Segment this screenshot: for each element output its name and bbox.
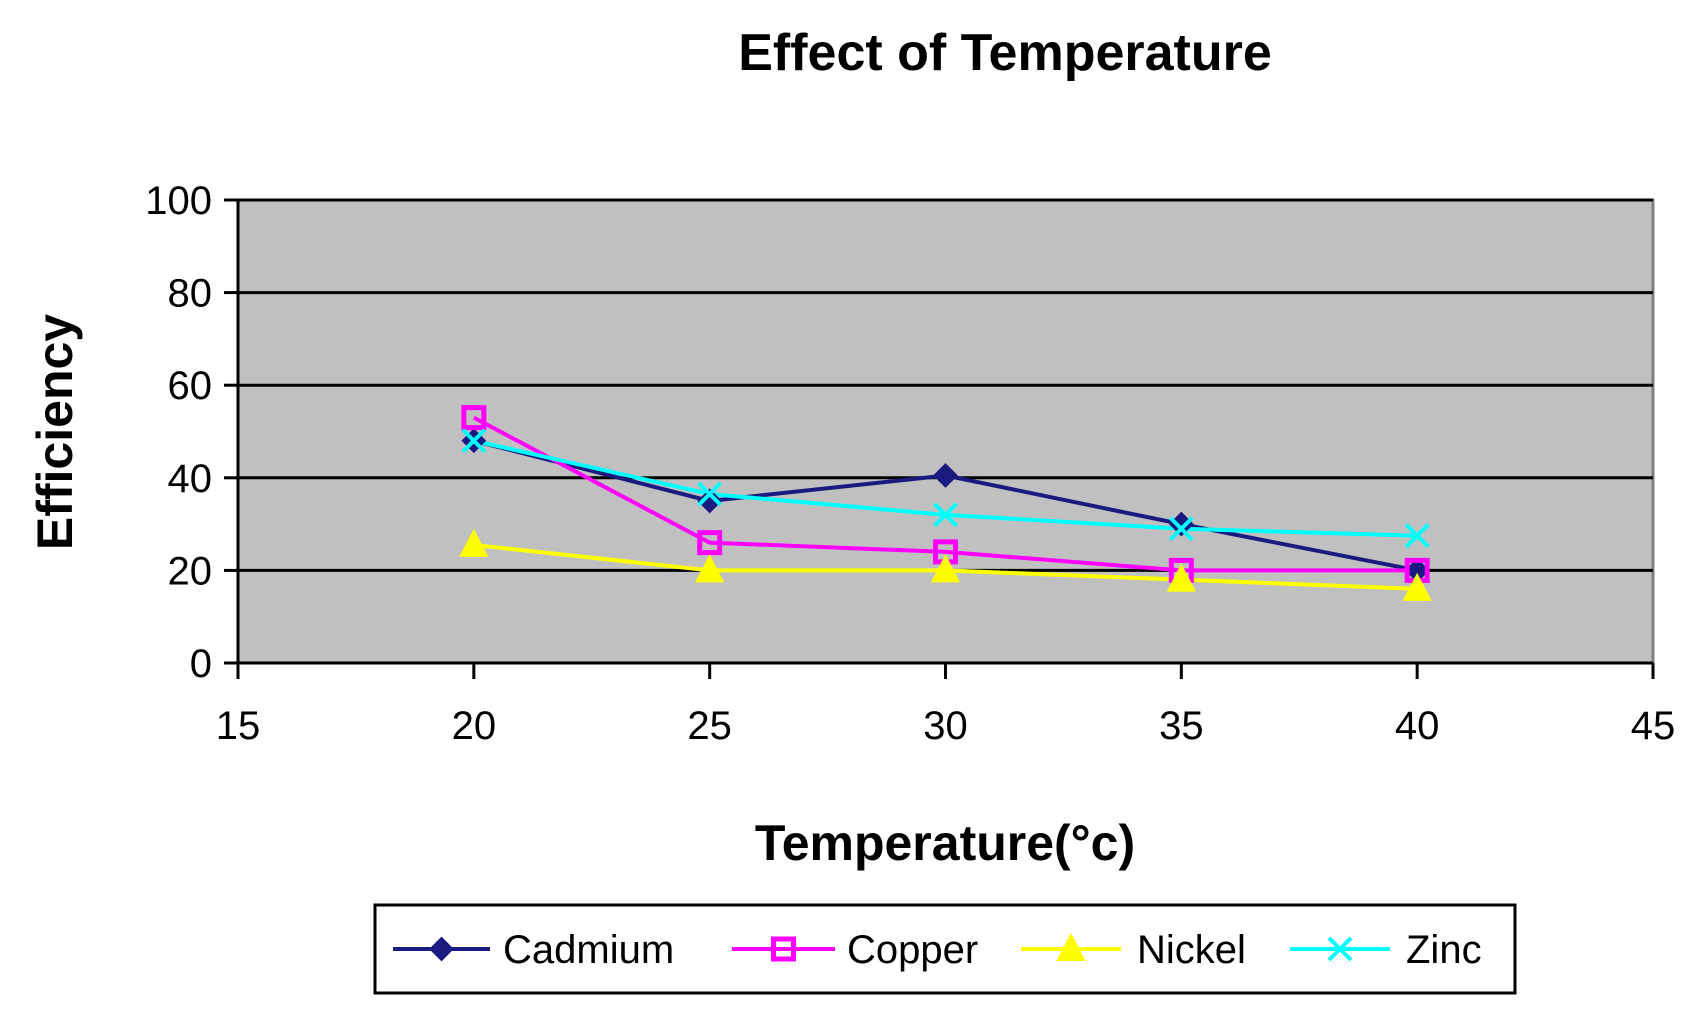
legend-label-copper: Copper (847, 928, 978, 972)
legend-label-zinc: Zinc (1406, 928, 1482, 972)
y-tick-label-40: 40 (168, 457, 213, 501)
x-tick-label-35: 35 (1159, 704, 1204, 748)
x-tick-label-15: 15 (216, 704, 261, 748)
legend-marker-copper (771, 936, 796, 962)
legend-marker-zinc-stroke-b (1327, 936, 1353, 962)
x-tick-label-25: 25 (687, 704, 732, 748)
axes (224, 198, 1655, 679)
series-markers (459, 405, 1432, 601)
x-tick-label-30: 30 (923, 704, 968, 748)
y-tick-label-60: 60 (168, 364, 213, 408)
point-copper-25 (697, 530, 723, 556)
chart-title: Effect of Temperature (738, 24, 1272, 82)
point-nickel-40 (1402, 572, 1432, 601)
point-nickel-20 (459, 528, 489, 557)
y-tick-label-80: 80 (168, 272, 213, 316)
legend-label-cadmium: Cadmium (503, 928, 674, 972)
legend-marker-cadmium (429, 936, 454, 962)
point-zinc-25-stroke-b (697, 481, 723, 507)
x-axis-title: Temperature(°c) (755, 815, 1135, 871)
legend-marker-nickel (1056, 932, 1086, 961)
point-zinc-30 (933, 502, 958, 528)
point-cadmium-25 (697, 488, 723, 514)
point-zinc-25 (697, 481, 723, 507)
y-axis-title: Efficiency (27, 314, 83, 550)
y-tick-label-100: 100 (145, 179, 212, 223)
y-tick-label-20: 20 (168, 549, 213, 593)
legend-label-nickel: Nickel (1137, 928, 1246, 972)
x-tick-label-20: 20 (452, 704, 497, 748)
series-line-copper (472, 415, 1418, 573)
point-zinc-35-stroke-b (1168, 516, 1194, 542)
legend-marker-zinc (1327, 936, 1353, 962)
point-nickel-25 (695, 554, 725, 583)
point-zinc-20-stroke-b (461, 428, 487, 454)
point-copper-20 (461, 405, 487, 431)
point-zinc-40-stroke-b (1404, 523, 1430, 549)
point-zinc-40 (1404, 523, 1430, 549)
point-zinc-20 (461, 428, 487, 454)
point-zinc-35 (1168, 516, 1194, 542)
point-nickel-30 (930, 554, 961, 583)
tick-labels: 0 20 40 60 80 100 15 20 25 30 35 40 45 (145, 179, 1675, 748)
x-tick-label-45: 45 (1631, 704, 1676, 748)
legend: Cadmium Copper Nickel Zinc (373, 903, 1517, 995)
x-tick-label-40: 40 (1395, 704, 1440, 748)
plot-area (236, 198, 1655, 665)
point-zinc-30-stroke-b (933, 502, 958, 528)
point-cadmium-30 (933, 463, 958, 488)
point-nickel-35 (1166, 563, 1196, 592)
y-tick-label-0: 0 (190, 642, 212, 686)
